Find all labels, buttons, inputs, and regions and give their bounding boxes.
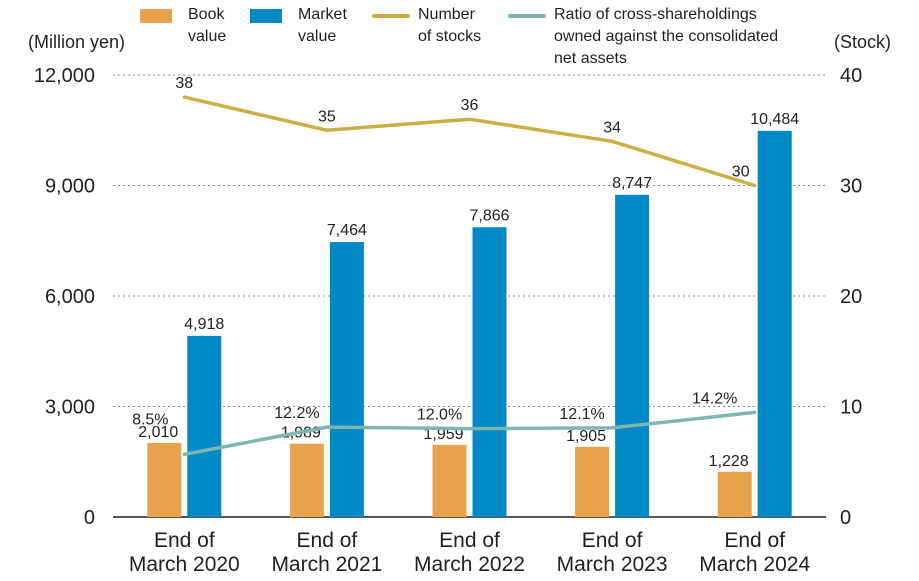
ratio-data-label: 8.5% <box>132 411 168 428</box>
right-axis-tick-label: 0 <box>840 507 851 529</box>
number-of-stocks-data-label: 30 <box>732 164 750 181</box>
legend-market-value-swatch <box>250 9 282 23</box>
x-axis-category-label: March 2021 <box>271 553 382 576</box>
market-value-data-label: 7,464 <box>327 222 367 239</box>
market-value-bar <box>329 242 364 518</box>
left-axis-tick-label: 6,000 <box>45 286 95 308</box>
legend-ratio-text: Ratio of cross-shareholdings owned again… <box>554 6 779 67</box>
left-axis-tick-label: 12,000 <box>34 65 95 87</box>
market-value-data-label: 10,484 <box>750 111 799 128</box>
market-value-bar <box>757 130 792 517</box>
x-axis-category-label: End of <box>439 529 500 552</box>
legend-number-of-stocks-text: Number of stocks <box>418 6 482 45</box>
right-axis-tick-label: 30 <box>840 176 862 198</box>
x-axis-category-label: March 2023 <box>557 553 668 576</box>
market-value-data-label: 4,918 <box>184 316 224 333</box>
book-value-data-label: 1,228 <box>709 453 749 470</box>
market-value-bar <box>187 335 222 517</box>
number-of-stocks-data-label: 34 <box>603 119 621 136</box>
number-of-stocks-data-label: 36 <box>461 97 479 114</box>
number-of-stocks-data-label: 38 <box>175 75 193 92</box>
market-value-bar <box>472 227 507 518</box>
right-axis-unit-label: (Stock) <box>834 32 892 52</box>
book-value-bar <box>717 471 752 517</box>
market-value-data-label: 8,747 <box>612 175 652 192</box>
legend-book-value-text: Book value <box>188 6 227 45</box>
x-axis-category-label: March 2020 <box>129 553 240 576</box>
book-value-bar <box>147 442 182 517</box>
book-value-bar <box>289 443 324 517</box>
ratio-data-label: 12.0% <box>417 407 462 424</box>
left-axis-tick-label: 9,000 <box>45 176 95 198</box>
legend-market-value-text: Market value <box>298 6 347 45</box>
x-axis-category-label: End of <box>154 529 215 552</box>
x-axis-category-label: End of <box>297 529 358 552</box>
number-of-stocks-line <box>182 95 757 188</box>
left-axis-tick-label: 3,000 <box>45 397 95 419</box>
legend-book-value-swatch <box>140 9 172 23</box>
x-axis-category-label: March 2024 <box>699 553 810 576</box>
number-of-stocks-data-label: 35 <box>318 108 336 125</box>
right-axis-tick-label: 10 <box>840 397 862 419</box>
book-value-bar <box>575 446 610 517</box>
book-value-data-label: 1,905 <box>566 428 606 445</box>
left-axis-tick-label: 0 <box>84 507 95 529</box>
right-axis-tick-label: 40 <box>840 65 862 87</box>
ratio-line <box>182 410 757 457</box>
x-axis-category-label: End of <box>724 529 785 552</box>
left-axis-unit-label: (Million yen) <box>28 32 126 52</box>
ratio-data-label: 12.2% <box>274 405 319 422</box>
x-axis-category-label: March 2022 <box>414 553 525 576</box>
legend-ratio-swatch <box>508 14 546 18</box>
book-value-bar <box>432 444 467 517</box>
market-value-bar <box>615 194 650 517</box>
legend-number-of-stocks-swatch <box>372 14 410 18</box>
market-value-data-label: 7,866 <box>469 207 509 224</box>
right-axis-tick-label: 20 <box>840 286 862 308</box>
book-value-data-label: 2,010 <box>138 424 178 441</box>
x-axis-category-label: End of <box>582 529 643 552</box>
ratio-data-label: 14.2% <box>692 390 737 407</box>
ratio-data-label: 12.1% <box>559 406 604 423</box>
